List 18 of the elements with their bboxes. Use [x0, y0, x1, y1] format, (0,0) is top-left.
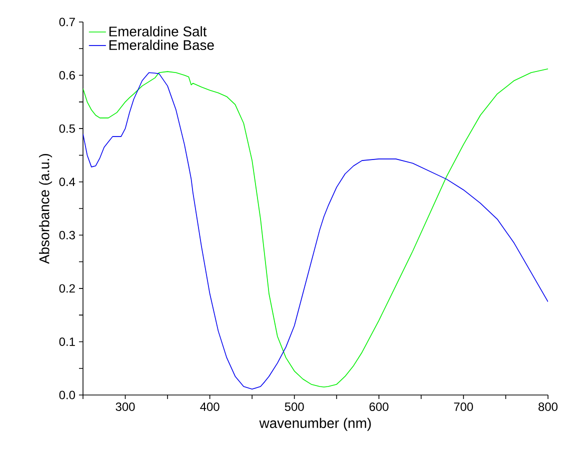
y-tick-label: 0.3: [59, 230, 75, 240]
x-tick-label: 300: [116, 402, 135, 411]
y-tick-label: 0.2: [59, 284, 75, 293]
legend-label: Emeraldine Base: [109, 40, 214, 50]
x-axis-title: wavenumber (nm): [259, 418, 371, 431]
x-tick-label: 500: [284, 402, 304, 411]
y-tick-label: 0.0: [59, 390, 76, 400]
y-tick-label: 0.1: [59, 337, 75, 346]
y-tick-label: 0.5: [59, 124, 75, 133]
x-tick-label: 600: [370, 402, 388, 411]
legend-label: Emeraldine Salt: [109, 26, 207, 36]
y-tick-label: 0.6: [59, 71, 75, 80]
y-tick-label: 0.7: [59, 18, 75, 26]
y-tick-label: 0.4: [59, 178, 76, 186]
y-axis-title: Absorbance (a.u.): [39, 154, 52, 264]
x-tick-label: 800: [538, 402, 558, 411]
x-tick-label: 400: [200, 402, 220, 411]
x-tick-label: 700: [454, 402, 473, 411]
